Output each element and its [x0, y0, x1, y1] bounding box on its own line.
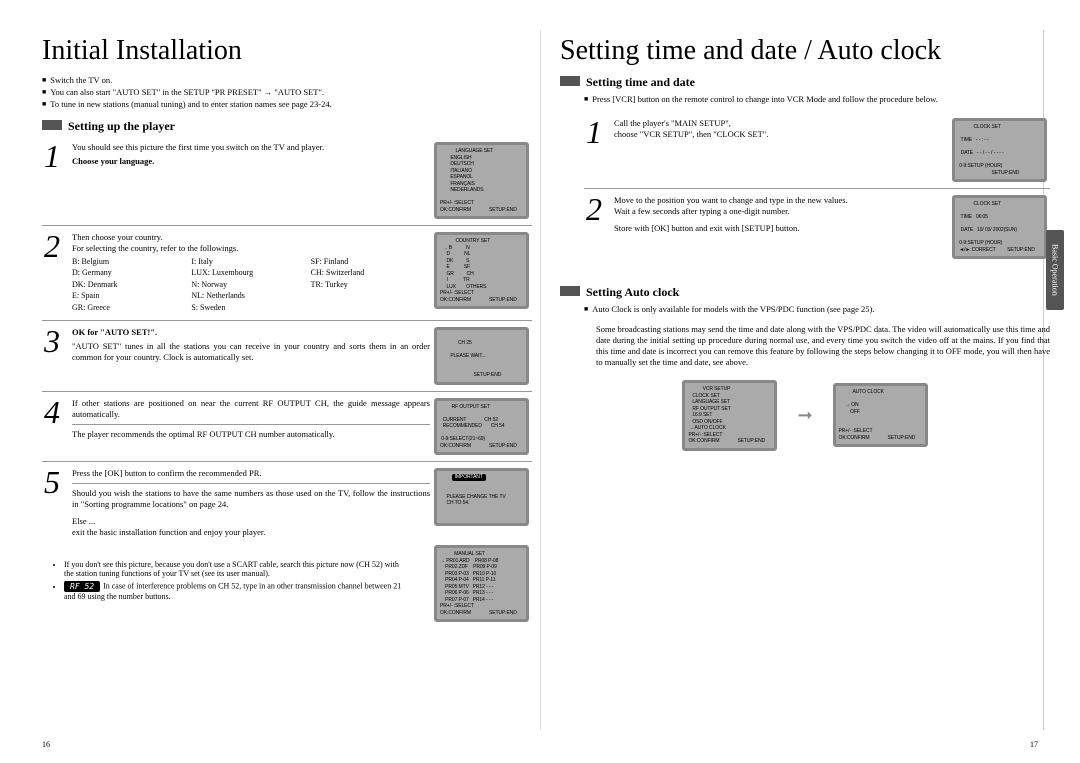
auto-clock-screens: VCR SETUP CLOCK SET LANGUAGE SET RF OUTP…	[560, 380, 1050, 451]
step-row: 1You should see this picture the first t…	[42, 138, 532, 226]
left-title: Initial Installation	[42, 35, 532, 67]
step-number: 4	[42, 398, 72, 456]
left-page: Initial Installation Switch the TV on. Y…	[42, 35, 532, 604]
step-number: 1	[42, 142, 72, 219]
section-heading: Setting up the player	[42, 119, 532, 134]
intro-bullets: Switch the TV on. You can also start "AU…	[42, 75, 532, 109]
vcr-setup-screen: VCR SETUP CLOCK SET LANGUAGE SET RF OUTP…	[682, 380, 777, 451]
page-num-left: 16	[42, 740, 50, 749]
step-row: 1Call the player's "MAIN SETUP",choose "…	[584, 114, 1050, 189]
arrow-icon: ➞	[797, 405, 812, 426]
step-row: 5Press the [OK] button to confirm the re…	[42, 464, 532, 547]
tv-screen: RF OUTPUT SET CURRENT CH 52 RECOMMENDED …	[434, 398, 529, 456]
step-number: 1	[584, 118, 614, 182]
manual-set-screen: MANUAL SET → PR01 ARD PR08 P-08 PR02 ZDF…	[434, 545, 529, 622]
footnotes: If you don't see this picture, because y…	[42, 560, 402, 601]
tv-screen: CLOCK SET TIME 06:05 DATE 10/ 03/ 2002(S…	[952, 195, 1047, 259]
side-tab: Basic Operation	[1046, 230, 1064, 310]
step-row: 2Then choose your country.For selecting …	[42, 228, 532, 321]
rf-badge: RF 52	[64, 581, 100, 592]
step-row: 2Move to the position you want to change…	[584, 191, 1050, 265]
section-time-date: Setting time and date	[560, 75, 1050, 90]
step-row: 3OK for "AUTO SET!"."AUTO SET" tunes in …	[42, 323, 532, 392]
auto-clock-screen: AUTO CLOCK → ON OFF PR+/- :SELECT OK:CON…	[833, 383, 928, 447]
right-page: Setting time and date / Auto clock Setti…	[560, 35, 1050, 451]
page-num-right: 17	[1030, 740, 1038, 749]
right-title: Setting time and date / Auto clock	[560, 35, 1050, 67]
tv-screen: IMPORTANT PLEASE CHANGE THE TV CH TO 54.	[434, 468, 529, 526]
step-number: 5	[42, 468, 72, 541]
tv-screen: CLOCK SET TIME - - : - - DATE - - / - - …	[952, 118, 1047, 182]
step-number: 2	[42, 232, 72, 314]
auto-clock-para: Some broadcasting stations may send the …	[596, 324, 1050, 368]
tv-screen: LANGUAGE SET ENGLISH DEUTSCH ITALIANO ES…	[434, 142, 529, 219]
tv-screen: CH 25 PLEASE WAIT... SETUP:END	[434, 327, 529, 385]
step-row: 4If other stations are positioned on nea…	[42, 394, 532, 463]
step-number: 2	[584, 195, 614, 259]
section-auto-clock: Setting Auto clock	[560, 285, 1050, 300]
tv-screen: COUNTRY SET → B N D NL DK S E SF GR CH I…	[434, 232, 529, 309]
step-number: 3	[42, 327, 72, 385]
